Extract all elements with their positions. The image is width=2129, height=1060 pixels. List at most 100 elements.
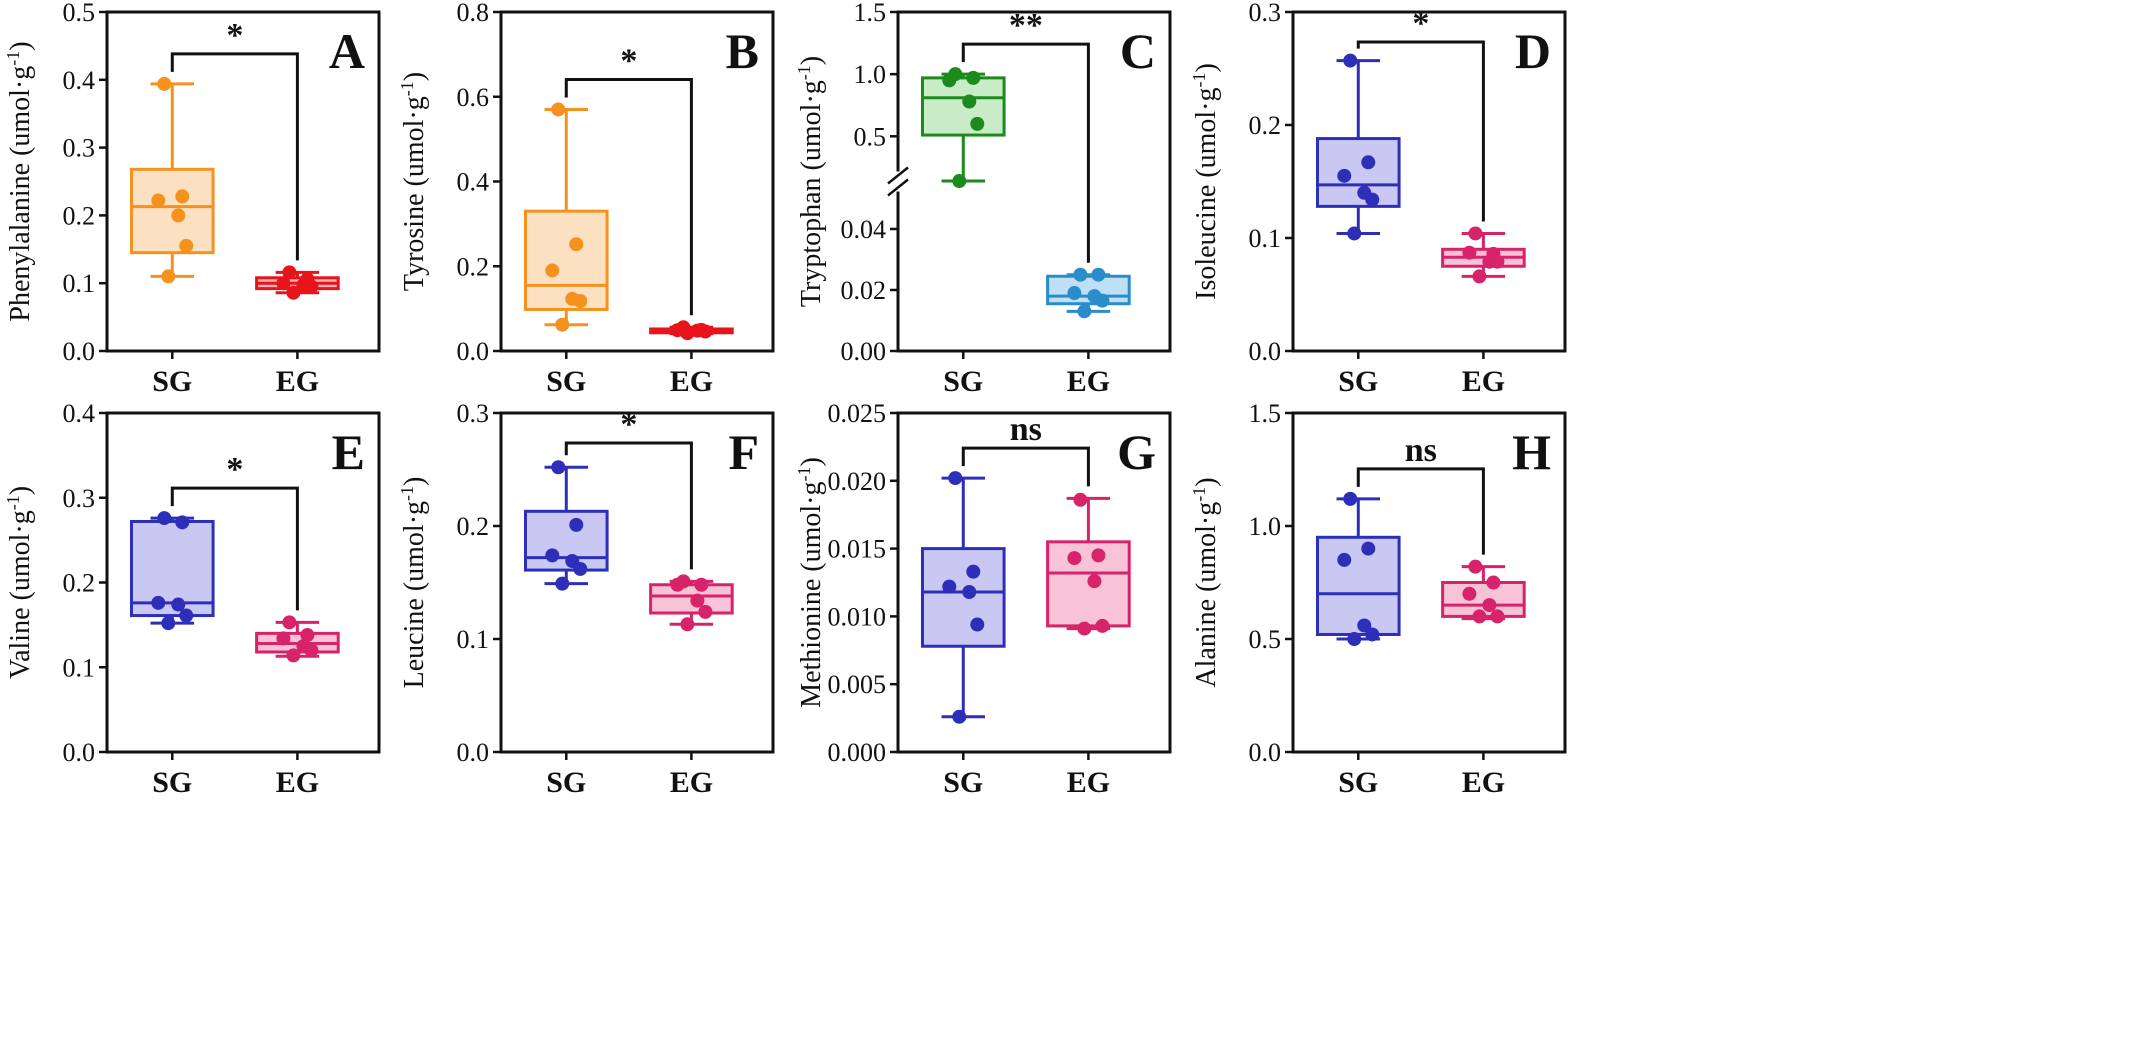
data-point [1347,226,1362,241]
series-eg [649,574,734,632]
data-point [545,548,560,563]
panel-letter: F [728,424,759,480]
data-point [966,564,981,579]
y-tick-label: 0.000 [828,738,887,767]
y-tick-label: 0.0 [1249,337,1282,366]
series-sg [129,76,215,284]
data-point [948,471,963,486]
y-tick-label: 0.5 [1249,625,1282,654]
data-point [179,608,194,623]
y-axis-label-close: ) [5,486,36,495]
panel-h: 0.0 0.5 1.0 1.5 SG EG Alanine (umol·g-1) ns H [1189,399,1567,799]
data-point [1468,226,1483,241]
box-iqr [129,167,215,255]
x-category-label: EG [276,766,319,799]
data-point [175,189,190,204]
y-axis-label-close: ) [1191,63,1222,72]
significance-bracket [170,52,299,261]
x-category-label: EG [1462,766,1505,799]
y-tick-label: 0.010 [828,602,887,631]
x-category-label: SG [152,365,192,398]
significance-bracket [1356,40,1485,222]
y-axis-label-close: ) [399,477,430,486]
panel-c: 0.00 0.02 0.04 0.5 1.0 1.5 SG EG Tryptophan (umo… [794,0,1172,398]
significance-label: * [226,17,243,54]
y-tick-label: 1.5 [854,0,887,27]
x-category-label: SG [1338,365,1378,398]
y-axis-label-superscript: -1 [794,467,814,482]
plot-frame [499,411,775,754]
panel-letter: H [1512,424,1551,480]
panel-letter: B [726,23,759,79]
data-point [1462,245,1477,260]
axis-break-mark [887,178,909,197]
data-point [300,628,315,643]
panel-letter: C [1120,23,1156,79]
panel-letter: A [329,23,365,79]
y-axis-label-text: Leucine (umol·g [399,501,430,688]
series-sg [920,471,1006,724]
significance-bracket [1356,467,1485,555]
series-sg [523,460,609,591]
series-sg [523,102,609,332]
panel-letter: G [1117,424,1156,480]
data-point [1091,548,1106,563]
box-iqr [920,76,1006,137]
series-eg [1046,492,1131,636]
box-iqr [1315,535,1401,636]
y-tick-label: 0.3 [63,134,96,163]
panel-g: 0.000 0.005 0.010 0.015 0.020 0.025 SG EG Methio… [794,399,1172,799]
y-tick-label: 0.020 [828,467,887,496]
data-point [952,709,967,724]
panel-f: 0.0 0.1 0.2 0.3 SG EG Leucine (umol·g-1) * F [397,399,775,799]
y-axis-label: Methionine (umol·g-1) [794,457,827,708]
plot-frame [896,411,1172,754]
y-tick-label: 0.4 [63,399,96,428]
series-eg [255,615,340,663]
data-point [970,116,985,131]
y-tick-label: 0.0 [63,337,96,366]
data-point [569,237,584,252]
y-tick-label: 0.4 [63,66,96,95]
significance-bracket [961,446,1090,487]
data-point [1073,267,1088,282]
y-axis-label-text: Tryptophan (umol·g [796,80,827,307]
y-axis-label-superscript: -1 [3,495,23,510]
x-category-label: SG [546,766,586,799]
significance-label: ns [1405,432,1437,469]
significance-bracket [961,42,1090,263]
data-point [569,517,584,532]
y-tick-label: 0.3 [1249,0,1282,27]
y-tick-label: 1.0 [854,60,887,89]
data-point [1472,269,1487,284]
y-axis-label: Tyrosine (umol·g-1) [397,72,430,291]
data-point [304,279,319,294]
plot-frame [1291,411,1567,754]
panel-b: 0.0 0.2 0.4 0.6 0.8 SG EG Tyrosine (umol·g-1) * B [397,0,775,398]
box-iqr [523,209,609,311]
panel-e: 0.0 0.1 0.2 0.3 0.4 SG EG Valine (umol·g-1) * E [3,399,381,799]
data-point [551,460,566,475]
y-tick-label: 0.5 [63,0,96,27]
y-tick-label: 0.0 [1249,738,1282,767]
data-point [962,584,977,599]
y-axis-label-superscript: -1 [1189,73,1209,88]
series-eg [1441,226,1526,284]
y-axis-label-close: ) [5,41,36,50]
y-axis-label-text: Methionine (umol·g [796,482,827,708]
data-point [573,561,588,576]
y-tick-label: 0.2 [63,201,96,230]
data-point [276,631,291,646]
y-tick-label: 0.3 [457,399,490,428]
significance-label: ns [1010,411,1042,448]
data-point [966,70,981,85]
y-axis-label-superscript: -1 [794,65,814,80]
y-axis-label-text: Tyrosine (umol·g [399,96,430,291]
data-point [1087,574,1102,589]
x-category-label: EG [276,365,319,398]
data-point [952,174,967,189]
data-point [1468,559,1483,574]
data-point [1095,618,1110,633]
x-category-label: EG [1462,365,1505,398]
